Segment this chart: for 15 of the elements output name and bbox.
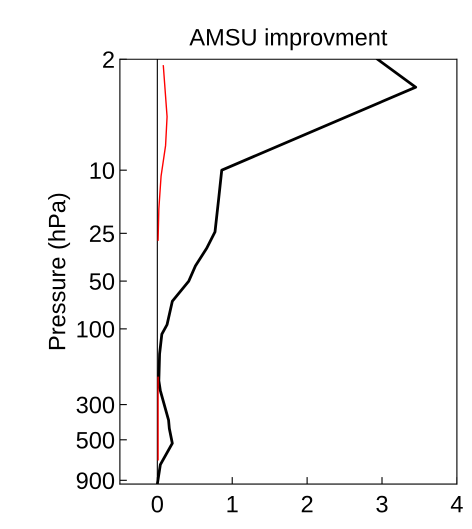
y-tick-label: 900 <box>76 472 114 490</box>
y-tick-label: 10 <box>90 162 114 179</box>
y-tick-label: 2 <box>103 51 114 68</box>
x-tick-label: 4 <box>450 496 463 512</box>
y-tick-label: 500 <box>76 432 114 449</box>
x-tick-label: 1 <box>227 496 238 512</box>
chart-title: AMSU improvment <box>189 28 388 50</box>
y-tick-label: 100 <box>77 320 114 338</box>
y-tick-label: 50 <box>90 273 114 290</box>
y-tick-label: 25 <box>90 225 114 242</box>
y-tick-label: 300 <box>76 396 114 414</box>
y-axis-title: Pressure (hPa) <box>48 194 70 350</box>
x-tick-label: 3 <box>376 496 388 512</box>
x-tick-label: 0 <box>152 496 163 512</box>
x-tick-label: 2 <box>302 496 312 512</box>
